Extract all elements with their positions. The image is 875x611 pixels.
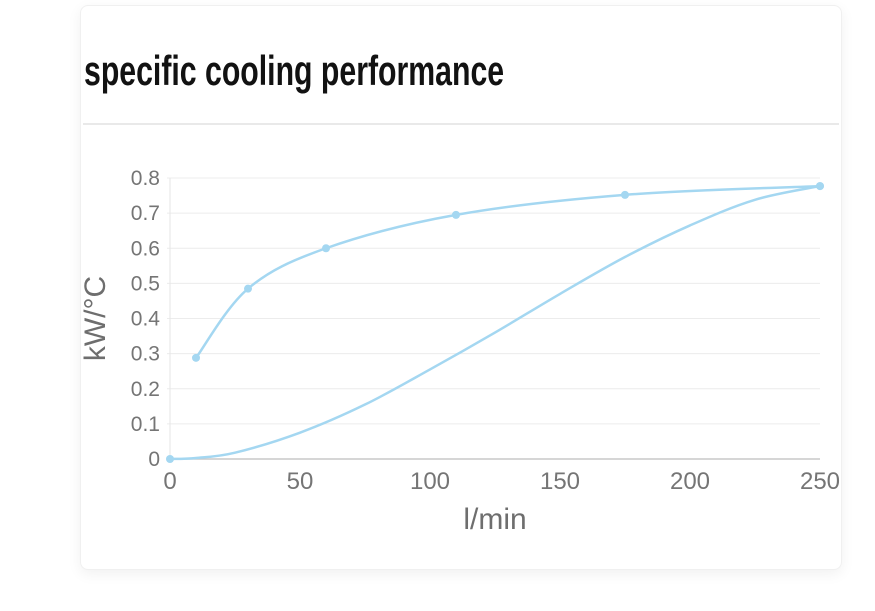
steep-rise-curve-path	[194, 184, 822, 360]
y-tick-label: 0.3	[131, 343, 160, 366]
y-tick-label: 0.2	[131, 378, 160, 401]
x-tick-label: 100	[410, 468, 450, 495]
card-title: specific cooling performance	[84, 47, 505, 94]
steep-rise-curve-point	[452, 210, 460, 219]
x-tick-label: 250	[800, 468, 840, 495]
y-tick-label: 0.4	[131, 308, 161, 331]
y-tick-label: 0	[148, 448, 160, 471]
x-axis-title: l/min	[463, 503, 526, 536]
steep-rise-curve-point	[244, 284, 252, 293]
steep-rise-curve-point	[621, 190, 629, 199]
y-tick-label: 0.7	[131, 202, 160, 225]
steep-rise-curve-point	[322, 244, 330, 253]
s-shaped-curve-path	[168, 184, 822, 461]
y-tick-label: 0.1	[131, 413, 160, 436]
y-tick-label: 0.8	[131, 167, 160, 190]
performance-card: specific cooling performance 0 0.1 0.2 0.3 0…	[80, 5, 842, 570]
steep-rise-curve-point	[192, 353, 200, 362]
x-tick-label: 0	[163, 468, 176, 495]
y-tick-label: 0.5	[131, 272, 160, 295]
x-tick-label: 200	[670, 468, 710, 495]
y-axis-title: kW/°C	[81, 276, 112, 361]
y-tick-label: 0.6	[131, 237, 160, 260]
cooling-performance-chart[interactable]: 0 0.1 0.2 0.3 0.4 0.5 0.6 0.7 0.8 0 50 100 150 200 250…	[81, 129, 843, 559]
s-shaped-curve-point	[816, 182, 824, 191]
x-tick-label: 50	[287, 468, 314, 495]
title-divider	[83, 123, 839, 125]
s-shaped-curve-point	[166, 455, 174, 463]
chart-canvas[interactable]: 0 0.1 0.2 0.3 0.4 0.5 0.6 0.7 0.8 0 50 100 150 200 250…	[81, 129, 843, 559]
x-tick-label: 150	[540, 468, 580, 495]
